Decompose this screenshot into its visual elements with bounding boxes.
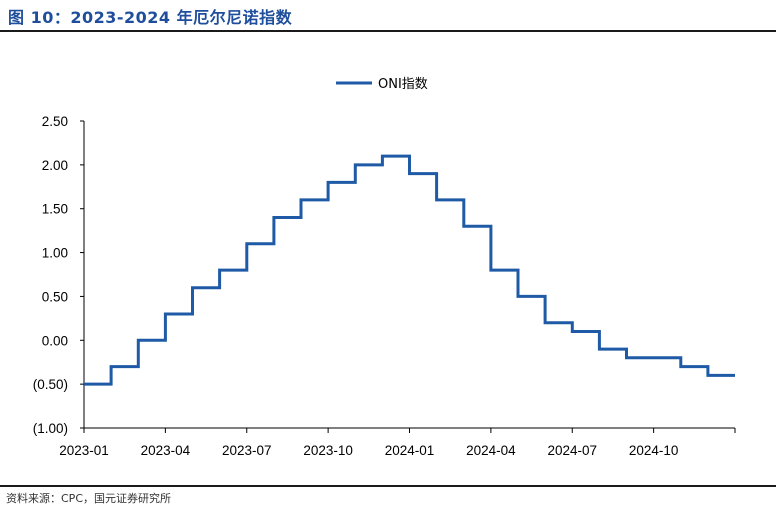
x-tick-label: 2023-07 bbox=[222, 443, 272, 458]
oni-series-line bbox=[84, 154, 735, 386]
y-tick-label: (0.50) bbox=[33, 377, 68, 392]
x-tick-label: 2024-10 bbox=[629, 443, 679, 458]
y-tick-label: 1.50 bbox=[42, 202, 68, 217]
chart-title: 图 10：2023-2024 年厄尔尼诺指数 bbox=[8, 8, 293, 27]
x-tick-label: 2023-04 bbox=[141, 443, 191, 458]
y-tick-label: 0.50 bbox=[42, 289, 68, 304]
y-tick-label: 2.50 bbox=[42, 114, 68, 129]
footer-divider bbox=[0, 485, 776, 487]
x-tick-label: 2023-01 bbox=[59, 443, 109, 458]
x-tick-label: 2024-07 bbox=[547, 443, 597, 458]
x-tick-label: 2023-10 bbox=[303, 443, 353, 458]
x-tick-label: 2024-04 bbox=[466, 443, 516, 458]
title-divider bbox=[0, 30, 776, 32]
legend-label: ONI指数 bbox=[378, 77, 428, 92]
y-tick-label: (1.00) bbox=[33, 421, 68, 436]
source-note: 资料来源：CPC，国元证券研究所 bbox=[6, 492, 171, 505]
y-tick-label: 2.00 bbox=[42, 158, 68, 173]
x-tick-label: 2024-01 bbox=[385, 443, 435, 458]
y-tick-label: 0.00 bbox=[42, 333, 68, 348]
y-tick-label: 1.00 bbox=[42, 246, 68, 261]
